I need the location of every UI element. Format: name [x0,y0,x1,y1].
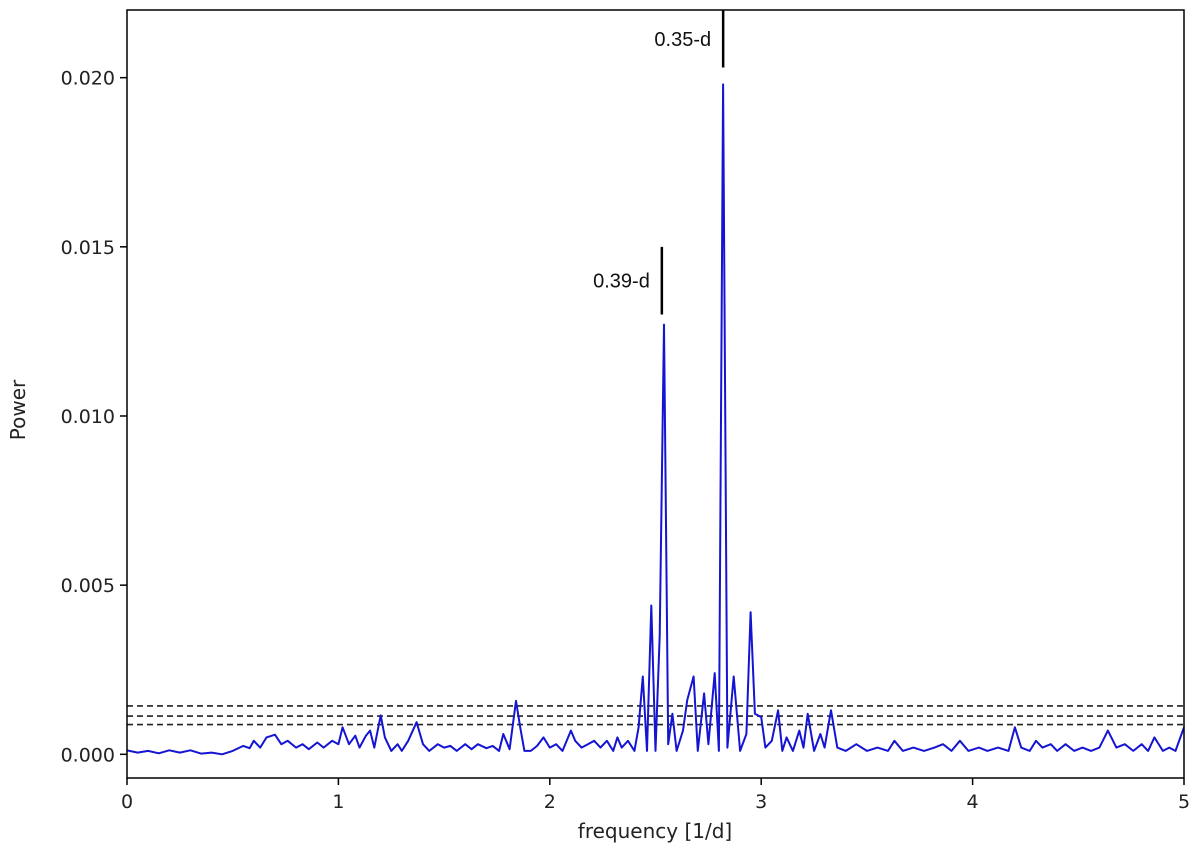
x-tick-label-3: 3 [755,791,767,813]
y-tick-label-3: 0.015 [61,237,115,259]
x-tick-label-2: 2 [544,791,556,813]
axes: 0 1 2 3 4 5 0.000 0.005 0.010 0.015 0.020 [61,9,1190,813]
x-tick-label-4: 4 [967,791,979,813]
annotation-label-0: 0.35-d [654,29,711,51]
x-tick-label-1: 1 [332,791,344,813]
threshold-lines [127,705,1184,726]
series-layer [126,83,1185,756]
y-tick-label-4: 0.020 [61,68,115,90]
plot-frame [126,9,1185,779]
x-axis-label: frequency [1/d] [578,819,732,843]
x-tick-label-5: 5 [1178,791,1190,813]
y-axis-label: Power [6,379,30,440]
peak-annotations: 0.35-d 0.39-d [593,10,725,315]
y-tick-label-1: 0.005 [61,575,115,597]
x-tick-label-0: 0 [121,791,133,813]
annotation-label-1: 0.39-d [593,271,650,293]
y-tick-label-2: 0.010 [61,406,115,428]
series-line-0 [126,83,1185,756]
y-tick-label-0: 0.000 [61,744,115,766]
